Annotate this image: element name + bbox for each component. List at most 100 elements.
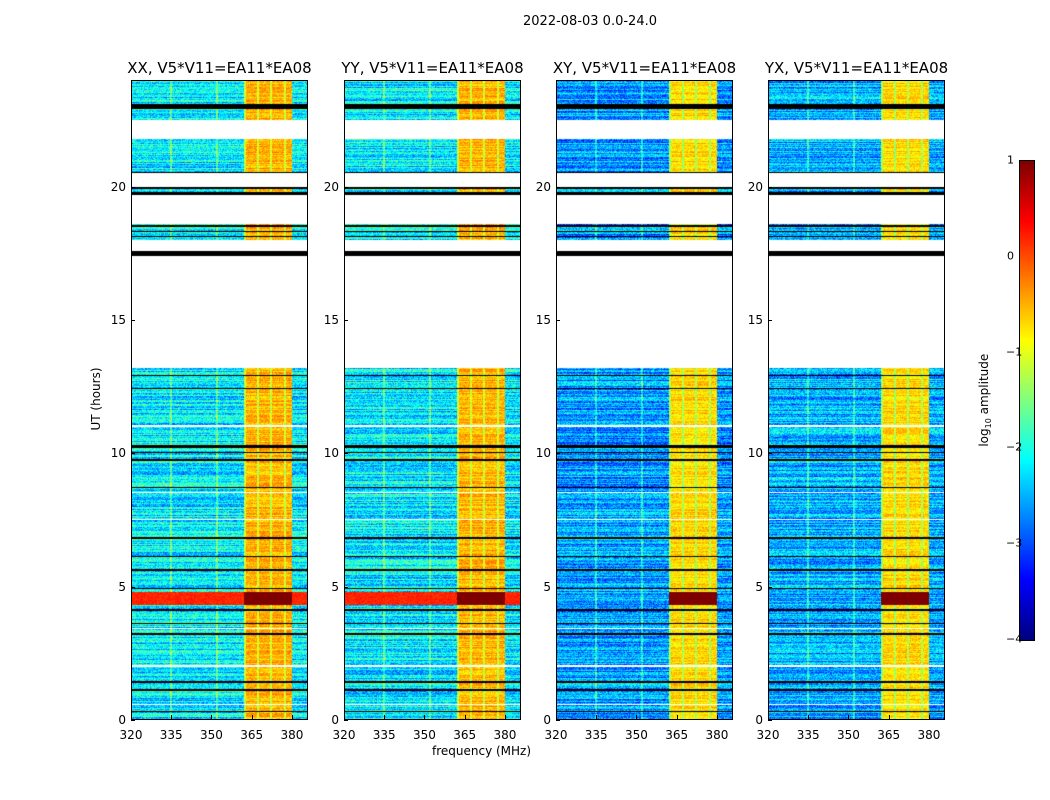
y-tick-mark <box>556 453 560 455</box>
x-tick-mark <box>928 715 930 719</box>
y-tick-label: 10 <box>110 446 126 461</box>
axes-frame <box>768 80 945 720</box>
y-tick-mark <box>768 186 772 188</box>
y-tick-label: 0 <box>118 713 126 727</box>
y-tick-mark <box>131 186 135 188</box>
panel-title: XY, V5*V11=EA11*EA08 <box>552 59 737 77</box>
x-tick-mark <box>716 715 718 719</box>
spectrogram-panel-3: YX, V5*V11=EA11*EA08 0 5 10 15 20 320 335 350 365… <box>748 59 948 742</box>
y-axis-label: UT (hours) <box>89 367 103 431</box>
heatmap-image <box>556 80 733 720</box>
y-tick-mark <box>344 586 348 588</box>
y-tick-mark <box>556 320 560 321</box>
x-tick-mark <box>171 715 173 719</box>
x-tick-label: 350 <box>413 728 436 742</box>
heatmap-image <box>131 80 308 720</box>
x-tick-label: 380 <box>917 728 941 742</box>
x-tick-mark <box>676 715 678 719</box>
x-tick-label: 350 <box>200 728 223 742</box>
x-tick-label: 320 <box>332 728 356 742</box>
y-tick-mark <box>344 320 348 321</box>
colorbar-label: log10 amplitude <box>976 353 994 447</box>
panel-title: XX, V5*V11=EA11*EA08 <box>127 59 312 77</box>
y-tick-mark <box>131 453 135 455</box>
x-tick-mark <box>211 715 213 719</box>
y-tick-label: 0 <box>755 713 763 727</box>
x-tick-label: 380 <box>493 728 517 742</box>
y-tick-mark <box>344 720 348 721</box>
axes-frame <box>556 80 733 720</box>
y-tick-label: 20 <box>747 179 763 194</box>
y-tick-mark <box>768 320 772 321</box>
x-tick-mark <box>251 715 253 719</box>
colorbar-tick-label: 0 <box>1007 249 1014 263</box>
x-tick-label: 320 <box>756 728 780 742</box>
x-tick-label: 380 <box>705 728 729 742</box>
colorbar-tick-label: −2 <box>1006 440 1023 454</box>
x-axis-label: frequency (MHz) <box>432 744 532 758</box>
y-tick-label: 10 <box>747 446 763 461</box>
x-tick-label: 320 <box>544 728 568 742</box>
x-tick-mark <box>464 715 466 719</box>
axes-frame <box>131 80 308 720</box>
y-tick-label: 0 <box>331 713 339 727</box>
y-tick-mark <box>556 720 560 721</box>
x-tick-label: 365 <box>240 728 264 742</box>
spectrogram-panel-1: YY, V5*V11=EA11*EA08 0 5 10 15 20 320 335 350 365… <box>324 59 524 742</box>
x-tick-label: 350 <box>625 728 648 742</box>
y-tick-mark <box>131 586 135 588</box>
heatmap-image <box>344 80 521 720</box>
y-tick-label: 0 <box>543 713 551 727</box>
y-tick-label: 15 <box>747 313 763 327</box>
axes-frame <box>344 80 521 720</box>
x-tick-mark <box>424 715 426 719</box>
x-tick-label: 365 <box>453 728 477 742</box>
heatmap-image <box>768 80 945 720</box>
panel-title: YX, V5*V11=EA11*EA08 <box>764 59 949 77</box>
x-tick-mark <box>636 715 638 719</box>
x-tick-mark <box>888 715 890 719</box>
colorbar-tick-label: −1 <box>1006 345 1023 359</box>
x-tick-mark <box>384 715 386 719</box>
x-tick-label: 320 <box>119 728 143 742</box>
colorbar-tick-label: 1 <box>1007 153 1014 167</box>
x-tick-mark <box>596 715 598 719</box>
x-tick-label: 335 <box>796 728 820 742</box>
x-tick-label: 380 <box>280 728 304 742</box>
spectrogram-panel-0: XX, V5*V11=EA11*EA08 0 5 10 15 20 320 335 350 365… <box>111 59 312 742</box>
y-tick-label: 10 <box>323 446 339 461</box>
y-tick-mark <box>556 186 560 188</box>
x-tick-label: 335 <box>159 728 183 742</box>
y-tick-mark <box>131 720 135 721</box>
y-tick-label: 15 <box>323 313 339 327</box>
y-tick-label: 20 <box>535 179 551 194</box>
y-tick-label: 20 <box>110 179 126 194</box>
x-tick-label: 365 <box>877 728 901 742</box>
y-tick-mark <box>131 320 135 321</box>
x-tick-label: 335 <box>584 728 608 742</box>
x-tick-mark <box>556 715 557 719</box>
spectrogram-panel-2: XY, V5*V11=EA11*EA08 0 5 10 15 20 320 335 350 365… <box>536 59 736 742</box>
y-tick-label: 20 <box>323 179 339 194</box>
figure-title: 2022-08-03 0.0-24.0 <box>523 14 657 29</box>
x-tick-label: 335 <box>372 728 396 742</box>
colorbar <box>1019 160 1035 641</box>
x-tick-mark <box>131 715 132 719</box>
x-tick-label: 350 <box>837 728 860 742</box>
x-tick-mark <box>291 715 293 719</box>
y-tick-label: 5 <box>118 579 126 594</box>
x-tick-mark <box>504 715 506 719</box>
y-tick-mark <box>344 186 348 188</box>
y-tick-label: 15 <box>110 313 126 327</box>
y-tick-mark <box>344 453 348 455</box>
y-tick-label: 5 <box>543 579 551 594</box>
panel-title: YY, V5*V11=EA11*EA08 <box>341 59 524 77</box>
y-tick-mark <box>768 453 772 455</box>
y-tick-mark <box>768 586 772 588</box>
y-tick-label: 5 <box>331 579 339 594</box>
colorbar-tick-label: −4 <box>1006 632 1023 646</box>
y-tick-mark <box>768 720 772 721</box>
y-tick-label: 15 <box>535 313 551 327</box>
x-tick-mark <box>848 715 850 719</box>
